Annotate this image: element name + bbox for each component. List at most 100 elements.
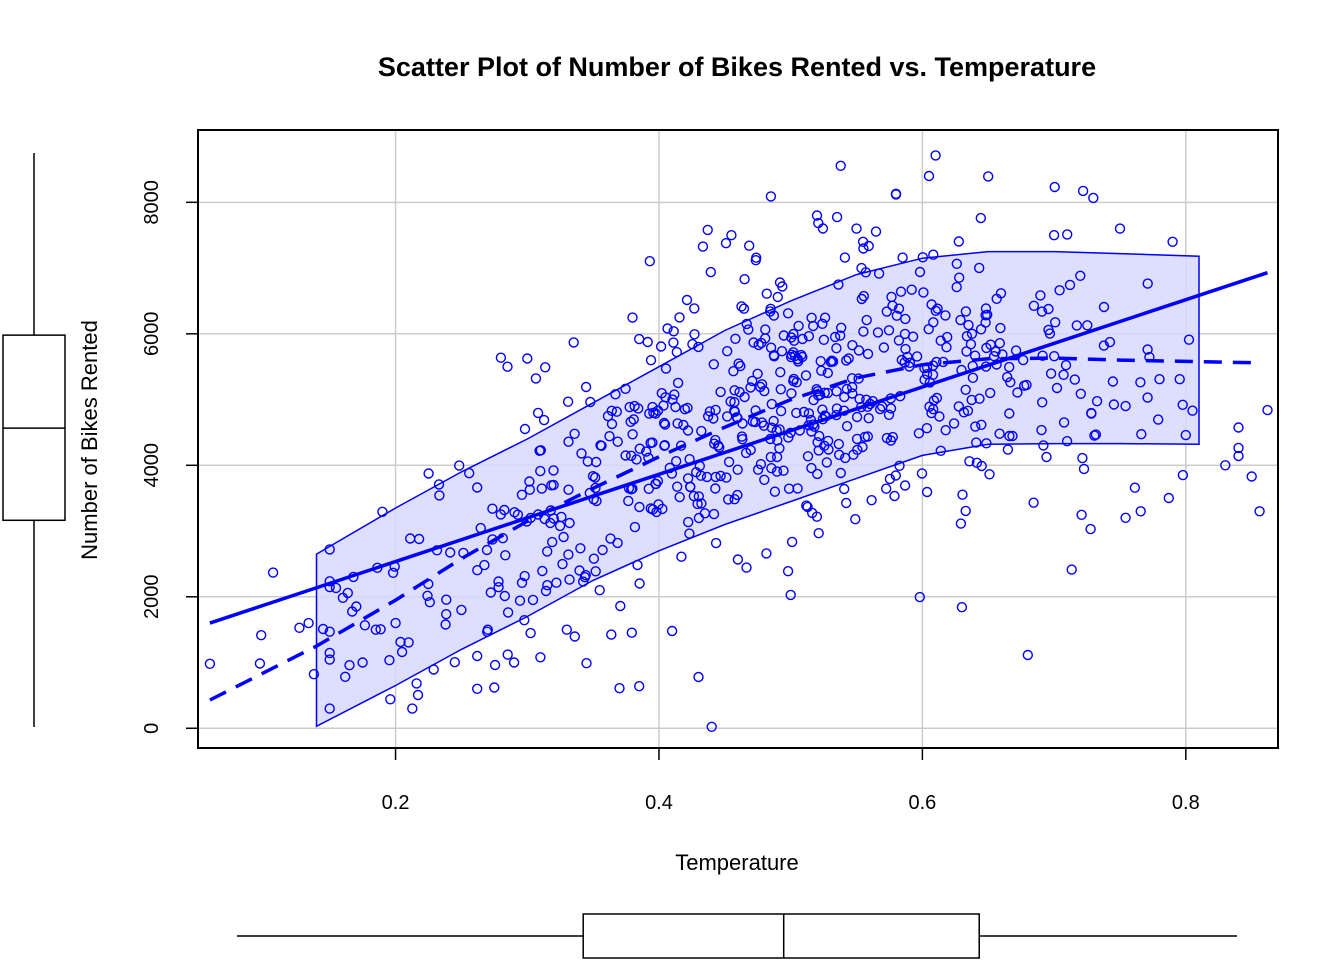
data-point (1005, 377, 1016, 388)
data-point (883, 409, 895, 420)
data-point (472, 683, 483, 694)
data-point (204, 658, 216, 669)
data-point (960, 306, 972, 317)
data-point (1142, 344, 1153, 355)
data-point (489, 682, 500, 693)
data-point (1035, 290, 1046, 301)
data-point (863, 413, 874, 424)
data-point (644, 256, 655, 267)
data-point (672, 377, 684, 389)
y-tick-label: 0 (141, 723, 163, 734)
data-point (499, 504, 510, 516)
data-point (641, 446, 652, 457)
data-point (1066, 564, 1077, 575)
data-point (921, 423, 933, 434)
data-point (324, 654, 335, 665)
data-point (651, 506, 662, 518)
data-point (803, 331, 815, 342)
data-point (1129, 482, 1141, 493)
data-point (741, 318, 752, 330)
data-point (708, 508, 720, 520)
data-point (856, 293, 867, 305)
data-point (782, 566, 794, 577)
data-point (821, 457, 832, 468)
data-point (540, 362, 551, 373)
data-point (735, 360, 746, 372)
data-point (863, 240, 874, 252)
data-point (902, 351, 913, 363)
data-point (1048, 351, 1060, 362)
data-point (812, 468, 823, 480)
data-point (441, 609, 452, 620)
confidence-band (315, 250, 1200, 728)
data-point (887, 300, 898, 311)
data-point (827, 356, 839, 367)
data-point (831, 211, 843, 223)
data-point (689, 303, 700, 314)
data-point (634, 681, 645, 692)
data-point (472, 650, 483, 662)
data-point (676, 551, 687, 562)
data-point (1007, 430, 1018, 442)
data-point (1037, 350, 1048, 361)
data-point (766, 422, 777, 433)
data-point (671, 456, 682, 467)
data-point (357, 657, 368, 668)
data-point (514, 595, 526, 606)
data-point (710, 483, 721, 494)
data-point (788, 373, 799, 385)
data-point (966, 328, 978, 339)
data-point (897, 252, 908, 263)
data-point (1041, 451, 1052, 463)
data-point (802, 451, 814, 462)
data-point (629, 521, 641, 533)
data-point (853, 373, 864, 384)
data-point (866, 495, 877, 506)
data-point (370, 624, 381, 635)
data-point (951, 258, 962, 269)
data-point (1120, 512, 1131, 523)
data-point (481, 544, 493, 556)
data-point (788, 328, 799, 340)
data-point (995, 322, 1006, 334)
data-point (739, 391, 750, 403)
data-point (696, 498, 707, 509)
data-point (516, 489, 528, 500)
data-point (930, 305, 941, 316)
data-point (928, 317, 939, 328)
data-point (775, 367, 786, 378)
data-point (1262, 404, 1273, 416)
data-point (525, 627, 536, 639)
data-point (733, 358, 744, 369)
data-point (768, 310, 780, 321)
data-point (818, 334, 830, 345)
data-point (542, 546, 553, 557)
data-point (953, 236, 964, 247)
data-point (710, 471, 721, 483)
data-point (808, 394, 819, 406)
data-point (843, 353, 854, 364)
data-point (1107, 376, 1119, 387)
data-point (702, 224, 713, 236)
x-axis: 0.2 0.4 0.6 0.8 (382, 748, 1200, 814)
data-point (396, 646, 408, 658)
data-point (890, 188, 902, 200)
data-point (563, 549, 574, 560)
data-point (594, 585, 605, 596)
data-point (344, 660, 355, 671)
data-point (1142, 278, 1153, 289)
data-point (623, 495, 634, 507)
data-point (606, 405, 617, 416)
data-point (499, 590, 510, 602)
data-point (440, 619, 451, 630)
data-point (703, 411, 714, 422)
data-point (342, 587, 353, 599)
data-point (1075, 270, 1086, 281)
data-point (729, 494, 740, 505)
data-point (537, 565, 548, 577)
data-point (530, 373, 542, 384)
data-point (395, 636, 406, 648)
points-layer (204, 150, 1273, 732)
data-point (441, 594, 452, 605)
data-point (1098, 301, 1110, 313)
